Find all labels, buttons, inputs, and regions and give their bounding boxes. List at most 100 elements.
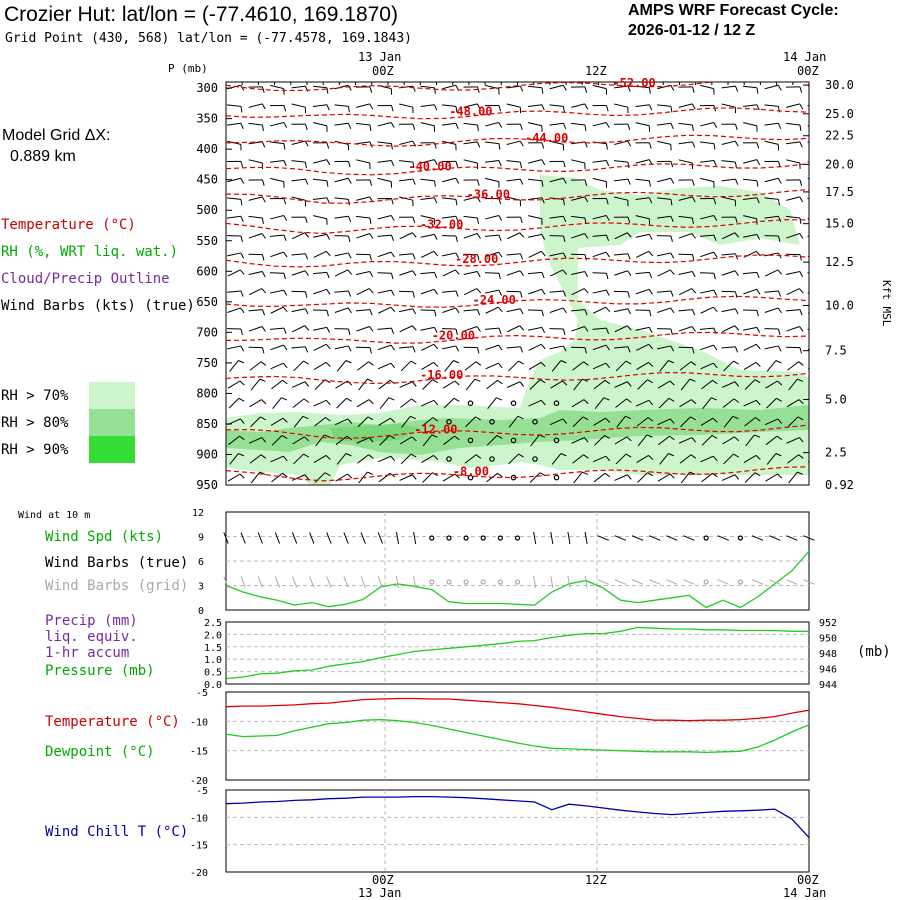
wind-barb-staff xyxy=(269,234,285,237)
wind-barb-feather xyxy=(563,235,566,242)
isotherm-line xyxy=(226,219,809,235)
wind-barb-staff xyxy=(506,232,521,240)
surface-barb-grid xyxy=(360,576,366,588)
wind-barb-staff xyxy=(613,346,629,349)
wind-barb-staff xyxy=(250,416,261,428)
wind-barb-staff xyxy=(572,454,584,464)
legend-wind-barbs: Wind Barbs (kts) (true) xyxy=(1,298,195,314)
wind-barb-feather xyxy=(345,453,352,457)
wind-barb-feather xyxy=(477,309,481,316)
wind-barb-feather xyxy=(412,253,416,260)
calm-barb-grid xyxy=(429,579,435,585)
wind-barb-feather xyxy=(347,85,352,91)
height-tick-label: 7.5 xyxy=(825,344,847,358)
wind-barb-feather xyxy=(240,123,244,130)
height-tick-label: 22.5 xyxy=(825,129,854,143)
wind-barb-feather xyxy=(691,103,696,110)
page-title: Crozier Hut: lat/lon = (-77.4610, 169.18… xyxy=(4,3,398,26)
wind-barb-staff xyxy=(485,306,499,314)
wind-barb-staff xyxy=(420,85,435,89)
wind-barb-feather xyxy=(799,326,804,332)
wind-barb-feather xyxy=(711,435,718,439)
pressure-panel-frame xyxy=(225,621,810,685)
wind-barb-staff xyxy=(377,121,392,127)
wind-barb-staff xyxy=(807,125,809,127)
wind-barb-feather xyxy=(261,196,266,203)
wind-barb-staff xyxy=(614,196,628,201)
wind-barb-staff xyxy=(485,121,499,127)
wind-barb-feather xyxy=(563,290,567,297)
wind-barb-feather xyxy=(583,399,589,405)
wind-barb-feather xyxy=(240,235,243,242)
wind-barb-feather xyxy=(238,397,245,402)
wind-barb-feather xyxy=(692,254,695,261)
wind-barb-feather xyxy=(669,435,675,441)
wind-barb-feather xyxy=(475,361,482,366)
wind-barb-staff xyxy=(700,289,714,294)
wind-barb-staff xyxy=(270,344,284,351)
wind-barb-feather xyxy=(821,273,822,279)
wind-barb-feather xyxy=(584,196,589,203)
wind-barb-staff xyxy=(745,434,755,447)
wind-barb-staff xyxy=(421,417,434,427)
wind-barb-staff xyxy=(766,397,777,409)
wind-barb-feather xyxy=(368,361,374,366)
calm-wind-circle xyxy=(553,474,560,481)
height-tick-label: 15.0 xyxy=(825,217,854,231)
wind-barb-staff xyxy=(679,399,692,408)
wind-barb-staff xyxy=(313,361,327,371)
wind-barb-feather xyxy=(756,234,761,240)
wind-barb-feather xyxy=(562,252,567,259)
wind-barb-staff xyxy=(678,288,693,296)
isotherm-line xyxy=(226,188,809,204)
wind-barb-staff xyxy=(271,379,283,390)
wind-barb-feather xyxy=(606,327,610,334)
wind-barb-staff xyxy=(227,252,241,257)
wind-barb-staff xyxy=(442,177,456,183)
top-hour-00z-a: 00Z xyxy=(372,64,394,78)
wind-barb-feather xyxy=(627,140,632,147)
wind-barb-staff xyxy=(549,215,564,219)
wind-barb-staff xyxy=(356,103,370,108)
wind-barb-staff xyxy=(635,271,650,275)
wind-barb-feather xyxy=(821,215,824,220)
wind-barb-staff xyxy=(291,308,306,313)
wind-barb-feather xyxy=(777,85,782,91)
wind-barb-staff xyxy=(528,159,542,164)
wind-barb-feather xyxy=(541,310,544,317)
wind-barb-staff xyxy=(764,269,779,277)
surface-barb-true xyxy=(223,532,229,544)
wind-barb-feather xyxy=(390,251,395,258)
wind-barb-feather xyxy=(756,159,761,166)
wind-barb-feather xyxy=(582,471,589,475)
wind-barb-staff xyxy=(377,251,392,258)
wind-barb-staff xyxy=(656,122,672,126)
wind-barb-feather xyxy=(476,288,482,294)
wind-barb-staff xyxy=(593,379,606,390)
wind-barb-staff xyxy=(699,327,715,330)
wind-barb-staff xyxy=(721,325,736,333)
wind-barb-staff xyxy=(484,159,500,163)
wind-barb-staff xyxy=(226,215,242,219)
wind-barb-staff xyxy=(399,308,413,313)
wind-barb-staff xyxy=(700,306,714,314)
wind-barb-staff xyxy=(398,253,414,256)
wind-barb-staff xyxy=(786,159,800,164)
wind-barb-staff xyxy=(680,416,691,428)
wind-barb-feather xyxy=(411,436,417,442)
wind-barb-feather xyxy=(520,291,523,298)
wind-barb-feather xyxy=(756,400,761,406)
rh-70-region xyxy=(226,175,809,485)
wind-barb-feather xyxy=(777,178,782,184)
wind-barb-staff xyxy=(442,307,456,313)
wind-barb-feather xyxy=(734,178,739,185)
wind-barb-feather xyxy=(606,234,610,241)
wind-barb-staff xyxy=(506,381,521,388)
wind-barb-staff xyxy=(528,233,542,238)
wind-barb-feather xyxy=(560,453,567,457)
wind-barb-staff xyxy=(592,177,607,183)
wind-barb-feather xyxy=(304,325,310,331)
wind-barb-feather xyxy=(347,216,352,223)
wind-barb-staff xyxy=(227,269,241,277)
wind-barb-feather xyxy=(348,161,351,168)
